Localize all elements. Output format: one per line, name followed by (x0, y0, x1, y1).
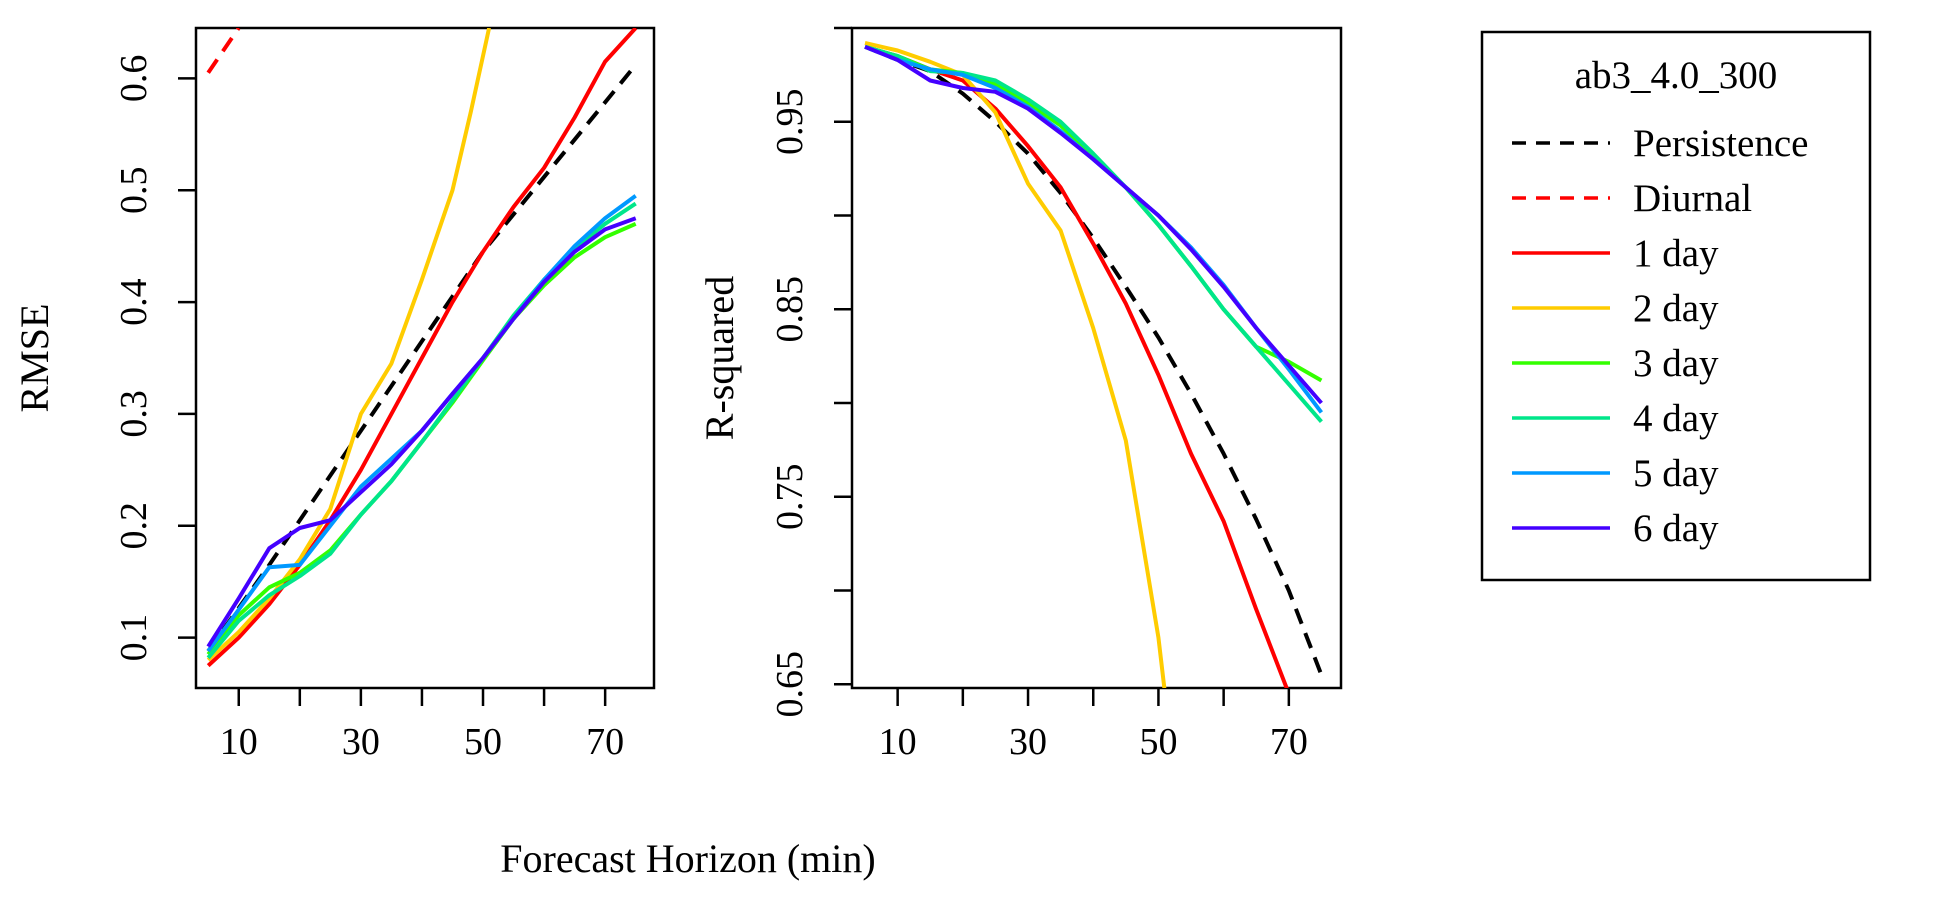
rmse-series-1-day (206, 28, 638, 668)
rmse-y-tick-label: 0.5 (113, 166, 155, 214)
r-squared-plot-frame (850, 26, 1343, 690)
r-squared-series-5-day (864, 44, 1323, 414)
r-squared-y-tick-label: 0.85 (769, 276, 811, 343)
r-squared-y-tick-label: 0.95 (769, 89, 811, 156)
legend-label-diurnal: Diurnal (1633, 177, 1752, 220)
r-squared-x-tick-label: 70 (1270, 721, 1308, 763)
legend-label-1-day: 1 day (1633, 232, 1719, 275)
r-squared-series-persistence (864, 44, 1324, 676)
rmse-y-tick-label: 0.3 (113, 390, 155, 438)
rmse-panel: 10 30 50 70 0.1 0.2 0.3 0.4 0.5 0.6 RMSE (12, 26, 656, 763)
r-squared-series-6-day (864, 44, 1323, 405)
rmse-x-tick-label: 70 (586, 721, 624, 763)
legend-label-3-day: 3 day (1633, 342, 1719, 385)
legend-label-5-day: 5 day (1633, 452, 1719, 495)
r-squared-x-tick-label: 30 (1009, 721, 1047, 763)
rmse-x-tick-label: 30 (342, 721, 380, 763)
r-squared-x-tick-label: 50 (1139, 721, 1177, 763)
r-squared-series-lines (864, 41, 1324, 688)
rmse-series-6-day (206, 216, 637, 648)
rmse-y-tick-label: 0.6 (113, 55, 155, 103)
rmse-series-lines (206, 28, 638, 668)
r-squared-series-2-day (864, 41, 1167, 688)
rmse-axis-ticks: 10 30 50 70 0.1 0.2 0.3 0.4 0.5 0.6 (113, 55, 624, 763)
legend-label-2-day: 2 day (1633, 287, 1719, 330)
legend-title: ab3_4.0_300 (1575, 54, 1778, 97)
legend-label-persistence: Persistence (1633, 122, 1808, 165)
rmse-series-2-day (206, 28, 492, 662)
r-squared-axis-ticks: 10 30 50 70 0.65 0.75 0.85 0.95 (769, 26, 1308, 763)
rmse-y-tick-label: 0.1 (113, 614, 155, 662)
legend-label-4-day: 4 day (1633, 397, 1719, 440)
rmse-x-tick-label: 50 (464, 721, 502, 763)
rmse-series-5-day (206, 194, 637, 653)
r-squared-y-tick-label: 0.65 (769, 651, 811, 718)
rmse-series-persistence (206, 63, 638, 653)
r-squared-series-4-day (864, 44, 1323, 424)
legend-box (1480, 30, 1872, 582)
r-squared-y-axis-title: R-squared (697, 276, 742, 440)
legend-label-6-day: 6 day (1633, 507, 1719, 550)
rmse-y-tick-label: 0.4 (113, 278, 155, 326)
rmse-plot-frame (194, 26, 656, 690)
x-axis-title: Forecast Horizon (min) (500, 836, 875, 881)
r-squared-y-tick-label: 0.75 (769, 464, 811, 531)
rmse-y-tick-label: 0.2 (113, 502, 155, 550)
rmse-y-axis-title: RMSE (12, 304, 57, 413)
r-squared-panel: 10 30 50 70 0.65 0.75 0.85 0.95 R-squared (697, 26, 1343, 763)
rmse-x-tick-label: 10 (220, 721, 258, 763)
r-squared-x-tick-label: 10 (879, 721, 917, 763)
legend: ab3_4.0_300 Persistence Diurnal 1 day 2 day… (1480, 30, 1872, 582)
rmse-series-diurnal (206, 28, 241, 74)
legend-items: Persistence Diurnal 1 day 2 day 3 day 4 day 5 … (1512, 122, 1808, 550)
